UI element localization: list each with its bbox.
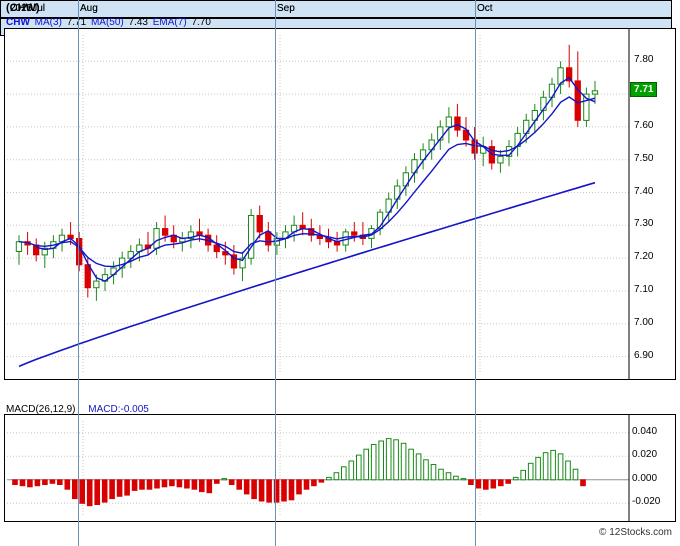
macd-chart-panel: [4, 414, 676, 522]
macd-legend: MACD(26,12,9) MACD:-0.005: [6, 404, 149, 415]
legend-ma50-value: 7.43: [128, 17, 148, 28]
price-y-tick: 7.10: [634, 283, 654, 295]
last-price-tag: 7.71: [630, 81, 658, 97]
copyright-label: © 12Stocks.com: [599, 527, 672, 538]
macd-y-tick: -0.020: [632, 496, 661, 508]
date-tick-label: 2025Jul: [10, 3, 46, 14]
price-y-tick: 7.80: [634, 54, 654, 66]
legend-ma3-label: MA(3): [34, 17, 62, 28]
date-tick-label: Aug: [80, 3, 98, 14]
price-y-tick: 7.00: [634, 316, 654, 328]
macd-value: -0.005: [120, 404, 149, 415]
date-tick-label: 2025Jul: [10, 3, 46, 14]
date-tick-label: Aug: [80, 3, 98, 14]
date-tick-label: Oct: [477, 3, 493, 14]
date-tick-separator: [78, 0, 79, 546]
date-tick-separator: [475, 0, 476, 546]
price-plot: [7, 29, 630, 379]
macd-plot: [7, 415, 630, 521]
price-y-tick: 7.30: [634, 218, 654, 230]
macd-y-tick: 0.000: [632, 472, 658, 484]
macd-y-tick: 0.040: [632, 425, 658, 437]
price-y-tick: 6.90: [634, 349, 654, 361]
date-tick-separator: [275, 0, 276, 546]
legend-ema7-label: EMA(7): [152, 17, 187, 28]
price-y-tick: 7.40: [634, 185, 654, 197]
date-tick-label: Sep: [277, 3, 295, 14]
legend-ma3-value: 7.71: [66, 17, 87, 28]
date-tick-label: Sep: [277, 3, 295, 14]
page-title: (CHW): [6, 2, 40, 14]
price-legend: CHW MA(3) 7.71 MA(50) 7.43 EMA(7) 7.70: [6, 17, 213, 28]
price-y-tick: 7.20: [634, 251, 654, 263]
legend-ema7-value: 7.70: [191, 17, 211, 28]
legend-ma50-label: MA(50): [90, 17, 124, 28]
date-tick-label: Oct: [477, 3, 493, 14]
price-y-tick: 7.60: [634, 119, 654, 131]
price-y-tick: 7.50: [634, 152, 654, 164]
legend-symbol: CHW: [6, 17, 30, 28]
macd-params: MACD(26,12,9): [6, 404, 76, 415]
price-chart-panel: [4, 28, 676, 380]
macd-value-label: MACD:: [88, 404, 121, 415]
macd-y-tick: 0.020: [632, 449, 658, 461]
